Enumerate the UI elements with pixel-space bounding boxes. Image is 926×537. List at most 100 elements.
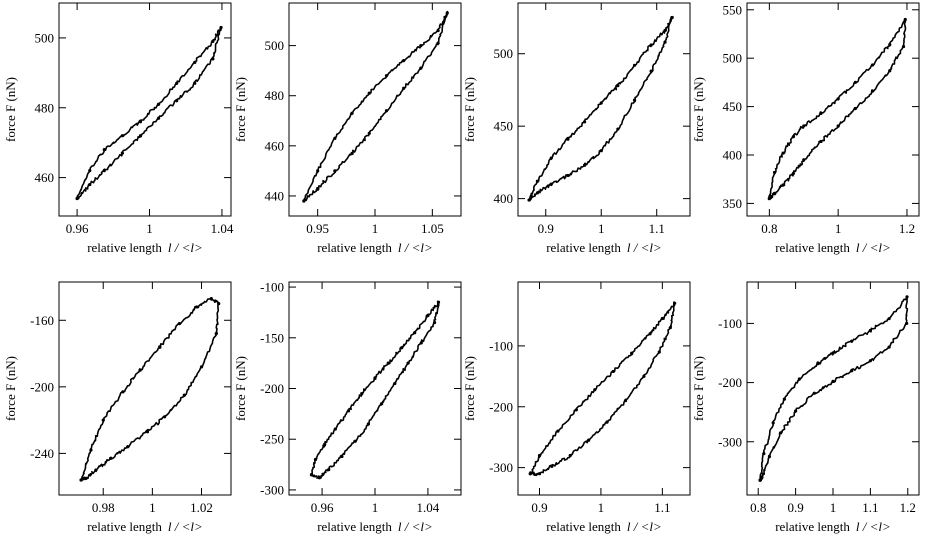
x-tick-label: 0.9 xyxy=(531,500,547,515)
y-tick-label: -100 xyxy=(260,280,284,295)
y-tick-label: 450 xyxy=(723,99,743,114)
panel-7: 0.9 1 1.1 -300 -200 -100 relative length l / <l… xyxy=(462,281,691,534)
data-point xyxy=(850,369,854,373)
data-point xyxy=(386,361,390,365)
y-tick-label: 400 xyxy=(723,148,743,163)
x-axis-label-variable: l / <l> xyxy=(627,519,662,534)
data-point xyxy=(772,170,777,175)
data-point xyxy=(853,106,857,111)
y-axis-label: force F (nN) xyxy=(462,356,477,421)
data-point xyxy=(360,391,364,396)
data-point xyxy=(556,429,560,433)
data-point xyxy=(819,111,823,115)
y-tick-label: 440 xyxy=(265,188,285,203)
data-point xyxy=(199,365,204,369)
y-tick-label: -200 xyxy=(489,399,513,414)
data-point xyxy=(831,379,835,383)
y-tick-label: -200 xyxy=(260,381,284,396)
data-point xyxy=(195,305,199,309)
data-point xyxy=(760,475,764,479)
data-point xyxy=(630,351,634,355)
x-axis-label: relative length l / <l> xyxy=(546,240,662,255)
data-point xyxy=(767,454,772,459)
data-point xyxy=(333,169,337,173)
y-axis-label: force F (nN) xyxy=(691,77,706,142)
data-point xyxy=(593,388,597,392)
y-tick-label: -200 xyxy=(718,375,742,390)
x-axis-label: relative length l / <l> xyxy=(87,519,203,534)
y-tick-label: 460 xyxy=(35,170,55,185)
data-point xyxy=(616,83,620,88)
data-point xyxy=(175,99,179,103)
data-point xyxy=(309,473,314,477)
data-point xyxy=(819,139,823,144)
x-tick-label: 1.2 xyxy=(900,500,916,515)
data-point xyxy=(138,368,142,372)
data-point xyxy=(413,331,417,335)
data-point xyxy=(316,186,320,191)
x-tick-label: 1.2 xyxy=(899,221,915,236)
data-point xyxy=(209,297,213,301)
data-point xyxy=(663,28,667,33)
x-tick-label: 0.9 xyxy=(538,221,554,236)
y-axis-label: force F (nN) xyxy=(233,77,248,142)
x-axis-label-variable: l / <l> xyxy=(398,519,433,534)
data-point xyxy=(353,439,357,443)
data-point xyxy=(535,191,540,195)
data-point xyxy=(657,350,661,354)
data-point xyxy=(145,430,150,434)
x-tick-label: 1.04 xyxy=(417,500,440,515)
data-point xyxy=(802,158,806,162)
force-length-loop xyxy=(758,295,909,482)
x-tick-label: 0.98 xyxy=(92,500,115,515)
x-tick-label: 1 xyxy=(149,500,156,515)
x-axis-label: relative length l / <l> xyxy=(87,240,203,255)
data-point xyxy=(649,43,653,47)
y-tick-label: 500 xyxy=(723,51,743,66)
y-tick-label: -300 xyxy=(489,460,513,475)
y-axis-label: force F (nN) xyxy=(3,77,18,142)
x-tick-label: 0.96 xyxy=(66,221,89,236)
data-point xyxy=(158,345,162,349)
data-point xyxy=(384,109,389,113)
y-tick-label: -240 xyxy=(30,446,54,461)
data-point xyxy=(905,295,909,299)
data-point xyxy=(156,116,161,120)
data-point xyxy=(673,301,677,305)
data-point xyxy=(791,135,796,139)
x-tick-label: 0.96 xyxy=(311,500,334,515)
data-point xyxy=(75,196,79,201)
data-point xyxy=(426,313,430,318)
data-point xyxy=(419,66,423,70)
data-point xyxy=(219,25,223,30)
x-tick-label: 1.1 xyxy=(654,500,670,515)
x-axis-label-text: relative length xyxy=(87,240,162,255)
x-tick-label: 1.04 xyxy=(211,221,234,236)
data-point xyxy=(79,478,83,482)
data-point xyxy=(102,169,106,173)
y-tick-label: 350 xyxy=(723,196,743,211)
y-tick-label: -150 xyxy=(260,330,284,345)
data-point xyxy=(797,377,801,381)
plot-frame xyxy=(746,2,920,217)
panel-6: 0.96 1 1.04 -300 -250 -200 -150 -100 relative le… xyxy=(233,280,462,534)
data-point xyxy=(611,369,615,374)
data-point xyxy=(217,302,221,306)
x-axis-label-text: relative length xyxy=(546,240,621,255)
x-axis-label: relative length l / <l> xyxy=(775,519,891,534)
data-point xyxy=(109,456,113,460)
panel-8: 0.8 0.9 1 1.1 1.2 -300 -200 -100 relative length… xyxy=(691,281,920,534)
x-axis-label-variable: l / <l> xyxy=(168,519,203,534)
x-tick-label: 0.9 xyxy=(787,500,803,515)
data-point xyxy=(870,63,875,67)
data-point xyxy=(333,427,337,431)
data-point xyxy=(632,98,637,102)
data-point xyxy=(327,468,331,472)
x-tick-label: 1.05 xyxy=(421,221,444,236)
data-point xyxy=(406,361,410,365)
data-point xyxy=(333,136,337,140)
data-point xyxy=(781,183,785,187)
y-tick-label: 500 xyxy=(265,38,285,53)
data-point xyxy=(317,476,322,480)
